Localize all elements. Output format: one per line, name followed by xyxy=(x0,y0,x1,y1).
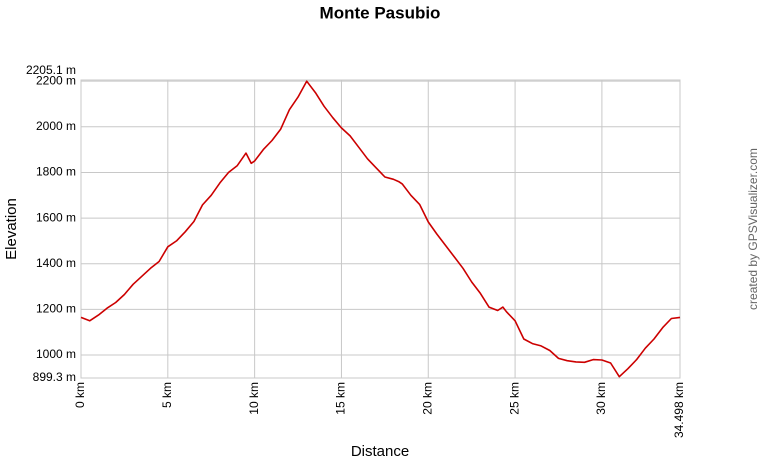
x-tick-label: 15 km xyxy=(334,382,348,415)
y-tick-label: 2000 m xyxy=(36,119,76,133)
x-tick-label: 20 km xyxy=(420,382,434,415)
y-tick-label: 1400 m xyxy=(36,256,76,270)
x-tick-label: 30 km xyxy=(594,382,608,415)
y-tick-label: 1200 m xyxy=(36,302,76,316)
y-tick-label: 1600 m xyxy=(36,210,76,224)
y-tick-label: 1000 m xyxy=(36,347,76,361)
chart-title: Monte Pasubio xyxy=(320,3,441,22)
y-tick-label: 2200 m xyxy=(36,73,76,87)
plot-area xyxy=(80,79,681,379)
elevation-line xyxy=(80,80,681,378)
y-tick-label: 2205.1 m xyxy=(26,63,76,77)
y-axis-title: Elevation xyxy=(3,198,20,260)
y-tick-label: 1800 m xyxy=(36,165,76,179)
x-tick-label: 10 km xyxy=(247,382,261,415)
x-tick-label: 5 km xyxy=(160,382,174,408)
credit: created by GPSVisualizer.com xyxy=(746,148,760,310)
x-axis-title: Distance xyxy=(351,443,409,460)
x-tick-label: 25 km xyxy=(507,382,521,415)
x-tick-label: 0 km xyxy=(73,382,87,408)
y-tick-label: 899.3 m xyxy=(33,370,76,384)
x-tick-label: 34.498 km xyxy=(672,382,686,438)
